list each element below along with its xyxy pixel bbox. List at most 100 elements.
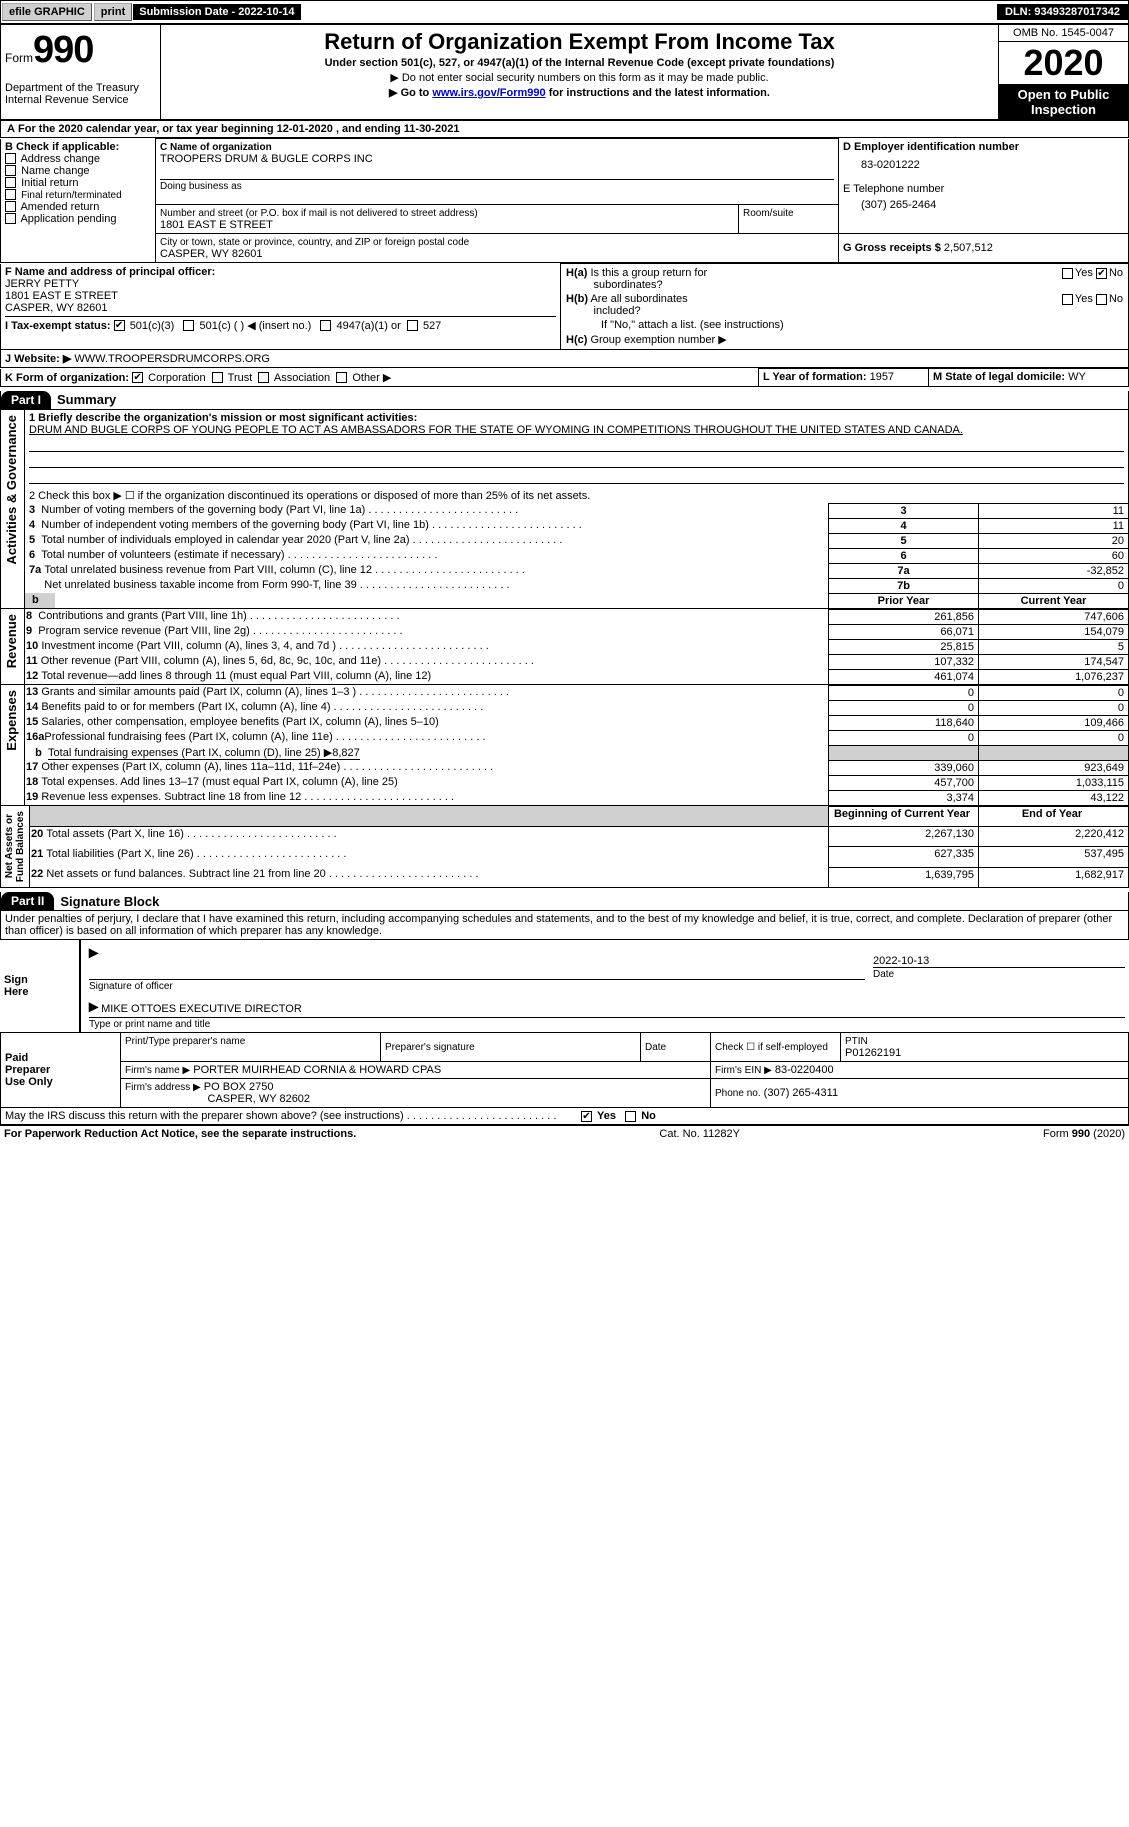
checkbox-name-change[interactable] (5, 165, 16, 176)
print-button[interactable]: print (94, 3, 132, 21)
l4-val: 11 (979, 518, 1129, 533)
domicile: WY (1068, 371, 1086, 383)
checkbox-address-change[interactable] (5, 153, 16, 164)
checkbox-501c3[interactable] (114, 320, 125, 331)
preparer-sig-hdr: Preparer's signature (385, 1042, 475, 1053)
l10-n: 10 (26, 640, 38, 652)
checkbox-discuss-no[interactable] (625, 1111, 636, 1122)
mission-prompt: 1 Briefly describe the organization's mi… (29, 412, 417, 424)
box-c-addr: Number and street (or P.O. box if mail i… (156, 205, 739, 234)
l7a-t: Total unrelated business revenue from Pa… (44, 564, 372, 576)
paid-preparer-block: Paid Preparer Use Only Print/Type prepar… (0, 1032, 1129, 1108)
efile-graphic-button[interactable]: efile GRAPHIC (2, 3, 92, 21)
opt-amended: Amended return (20, 201, 99, 213)
l6-t: Total number of volunteers (estimate if … (41, 549, 284, 561)
officer-addr2: CASPER, WY 82601 (5, 302, 108, 314)
checkbox-discuss-yes[interactable] (581, 1111, 592, 1122)
l14-n: 14 (26, 701, 38, 713)
street-addr: 1801 EAST E STREET (160, 219, 273, 231)
form-header: Form 990 Department of the Treasury Inte… (0, 24, 1129, 120)
checkbox-app-pending[interactable] (5, 213, 16, 224)
l6-box: 6 (829, 548, 979, 563)
l11-p: 107,332 (829, 654, 979, 669)
vlabel-expenses: Expenses (2, 686, 21, 755)
checkbox-ha-no[interactable] (1096, 268, 1107, 279)
firm-addr: PO BOX 2750 (204, 1081, 274, 1093)
opt-4947: 4947(a)(1) or (337, 320, 401, 332)
footer-left: For Paperwork Reduction Act Notice, see … (4, 1128, 356, 1140)
checkbox-initial-return[interactable] (5, 177, 16, 188)
checkbox-amended[interactable] (5, 201, 16, 212)
l16a-n: 16a (26, 731, 44, 743)
revenue-table: Revenue 8 Contributions and grants (Part… (0, 609, 1129, 685)
l14-p: 0 (829, 700, 979, 715)
arrow-icon: ▸ (89, 942, 98, 962)
vlabel-revenue: Revenue (2, 610, 21, 672)
year-formation: 1957 (870, 371, 894, 383)
l5-n: 5 (29, 534, 35, 546)
firm-addr-label: Firm's address ▶ (125, 1082, 201, 1093)
room-label: Room/suite (743, 208, 794, 219)
omb-number: OMB No. 1545-0047 (999, 25, 1128, 42)
row-a-text: For the 2020 calendar year, or tax year … (18, 123, 459, 135)
l22-c: 1,682,917 (979, 867, 1129, 887)
l8-p: 261,856 (829, 609, 979, 624)
addr-label: Number and street (or P.O. box if mail i… (160, 208, 478, 219)
row-l-label: L Year of formation: (763, 371, 867, 383)
l16a-t: Professional fundraising fees (Part IX, … (44, 731, 332, 743)
l16b-p (829, 745, 979, 760)
l16b-n: b (35, 747, 42, 759)
l3-box: 3 (829, 503, 979, 518)
l10-t: Investment income (Part VIII, column (A)… (41, 640, 336, 652)
box-f-label: F Name and address of principal officer: (5, 266, 215, 278)
officer-name: JERRY PETTY (5, 278, 79, 290)
opt-initial-return: Initial return (21, 177, 78, 189)
vlabel-netassets: Net Assets or Fund Balances (2, 807, 28, 886)
l4-t: Number of independent voting members of … (41, 519, 429, 531)
opt-other: Other ▶ (352, 372, 391, 384)
l15-t: Salaries, other compensation, employee b… (41, 716, 438, 728)
checkbox-hb-yes[interactable] (1062, 294, 1073, 305)
box-d-label: D Employer identification number (843, 141, 1019, 153)
l13-c: 0 (979, 685, 1129, 700)
sig-date-label: Date (873, 969, 894, 980)
opt-app-pending: Application pending (20, 213, 116, 225)
dba-label: Doing business as (160, 181, 242, 192)
checkbox-final-return[interactable] (5, 189, 16, 200)
l12-n: 12 (26, 670, 38, 682)
goto-prefix: ▶ Go to (389, 87, 432, 99)
checkbox-hb-no[interactable] (1096, 294, 1107, 305)
ptin-label: PTIN (845, 1036, 868, 1047)
checkbox-corporation[interactable] (132, 372, 143, 383)
l16a-c: 0 (979, 730, 1129, 745)
l10-c: 5 (979, 639, 1129, 654)
hb-yes: Yes (1075, 293, 1093, 305)
l8-t: Contributions and grants (Part VIII, lin… (38, 610, 247, 622)
box-b-label: B Check if applicable: (5, 141, 119, 153)
vlabel-governance: Activities & Governance (2, 411, 21, 569)
sign-here-label: Sign Here (0, 940, 80, 1032)
checkbox-527[interactable] (407, 320, 418, 331)
l17-p: 339,060 (829, 760, 979, 775)
checkbox-other[interactable] (336, 372, 347, 383)
firm-ein-label: Firm's EIN ▶ (715, 1065, 772, 1076)
l9-c: 154,079 (979, 624, 1129, 639)
irs-form990-link[interactable]: www.irs.gov/Form990 (432, 87, 545, 99)
checkbox-ha-yes[interactable] (1062, 268, 1073, 279)
box-b: B Check if applicable: Address change Na… (1, 139, 156, 263)
l20-p: 2,267,130 (829, 826, 979, 846)
checkbox-trust[interactable] (212, 372, 223, 383)
part1-header: Part I Summary (0, 391, 1129, 409)
checkbox-4947[interactable] (320, 320, 331, 331)
self-employed-check: Check ☐ if self-employed (715, 1042, 828, 1053)
l18-p: 457,700 (829, 775, 979, 790)
l17-t: Other expenses (Part IX, column (A), lin… (41, 761, 340, 773)
checkbox-501c[interactable] (183, 320, 194, 331)
l6-val: 60 (979, 548, 1129, 563)
penalties-text: Under penalties of perjury, I declare th… (0, 910, 1129, 940)
checkbox-association[interactable] (258, 372, 269, 383)
firm-phone: (307) 265-4311 (764, 1087, 838, 1099)
l11-t: Other revenue (Part VIII, column (A), li… (41, 655, 381, 667)
row-j-label: J Website: ▶ (5, 353, 74, 365)
subtitle: Under section 501(c), 527, or 4947(a)(1)… (165, 57, 994, 69)
